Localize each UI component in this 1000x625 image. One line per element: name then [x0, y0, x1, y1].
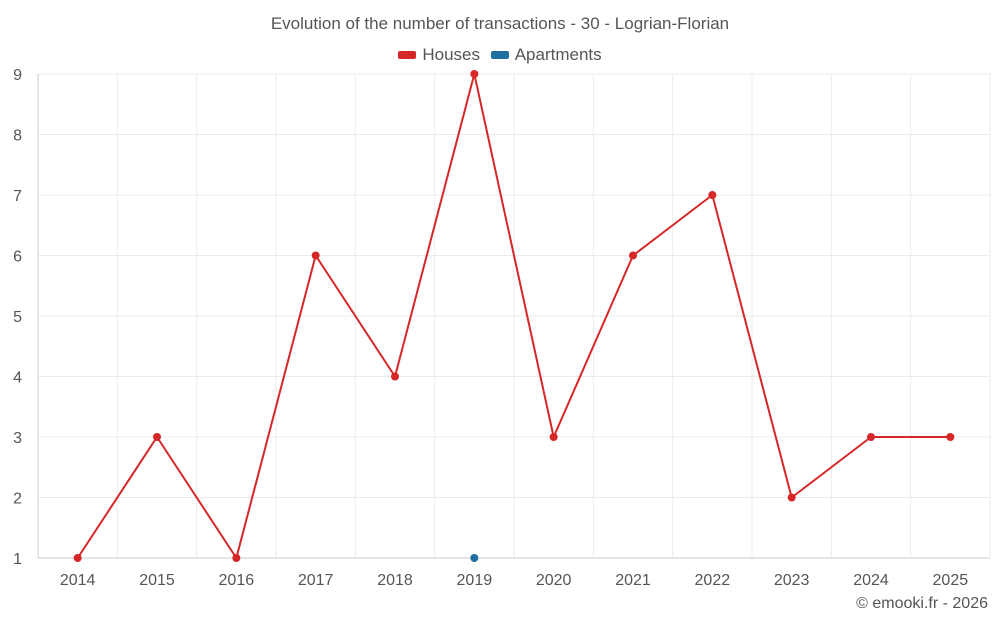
- legend-swatch-apartments: [490, 51, 509, 59]
- legend-item-apartments[interactable]: Apartments: [490, 45, 602, 65]
- credit-text: © emooki.fr - 2026: [856, 595, 988, 612]
- y-tick-label: 8: [13, 128, 22, 145]
- data-point-houses: [391, 372, 399, 381]
- y-tick-label: 2: [13, 491, 22, 508]
- data-point-houses: [867, 433, 875, 441]
- data-point-houses: [470, 70, 479, 78]
- x-tick-label: 2024: [853, 572, 889, 589]
- x-tick-label: 2015: [139, 572, 175, 589]
- x-tick-label: 2018: [377, 572, 413, 589]
- data-point-houses: [232, 554, 241, 562]
- x-tick-label: 2019: [457, 572, 493, 589]
- x-tick-label: 2016: [219, 572, 255, 589]
- data-point-houses: [946, 433, 955, 441]
- legend-swatch-houses: [398, 51, 417, 59]
- legend: Houses Apartments: [0, 44, 1000, 65]
- data-point-houses: [787, 493, 796, 502]
- data-point-houses: [153, 433, 161, 441]
- y-tick-label: 7: [13, 188, 22, 205]
- series-line-houses: [76, 73, 951, 559]
- y-tick-label: 3: [13, 430, 22, 447]
- data-point-apartments: [470, 554, 479, 562]
- x-tick-label: 2021: [615, 572, 651, 589]
- data-point-houses: [708, 191, 717, 199]
- x-tick-label: 2020: [536, 572, 572, 589]
- data-point-houses: [73, 554, 82, 562]
- x-tick-label: 2023: [774, 572, 810, 589]
- data-point-houses: [549, 433, 558, 441]
- y-tick-label: 5: [13, 309, 22, 326]
- data-point-houses: [629, 251, 637, 260]
- x-tick-label: 2014: [60, 572, 96, 589]
- legend-item-houses[interactable]: Houses: [398, 45, 480, 65]
- y-tick-label: 1: [13, 551, 22, 568]
- legend-label-apartments: Apartments: [514, 45, 602, 64]
- x-tick-label: 2017: [298, 572, 334, 589]
- chart-title: Evolution of the number of transactions …: [270, 14, 730, 33]
- y-tick-label: 4: [13, 370, 22, 387]
- x-tick-label: 2022: [695, 572, 731, 589]
- legend-label-houses: Houses: [422, 45, 480, 64]
- data-point-houses: [311, 251, 320, 260]
- y-tick-label: 6: [13, 249, 22, 266]
- y-tick-label: 9: [13, 67, 22, 84]
- x-tick-label: 2025: [933, 572, 969, 589]
